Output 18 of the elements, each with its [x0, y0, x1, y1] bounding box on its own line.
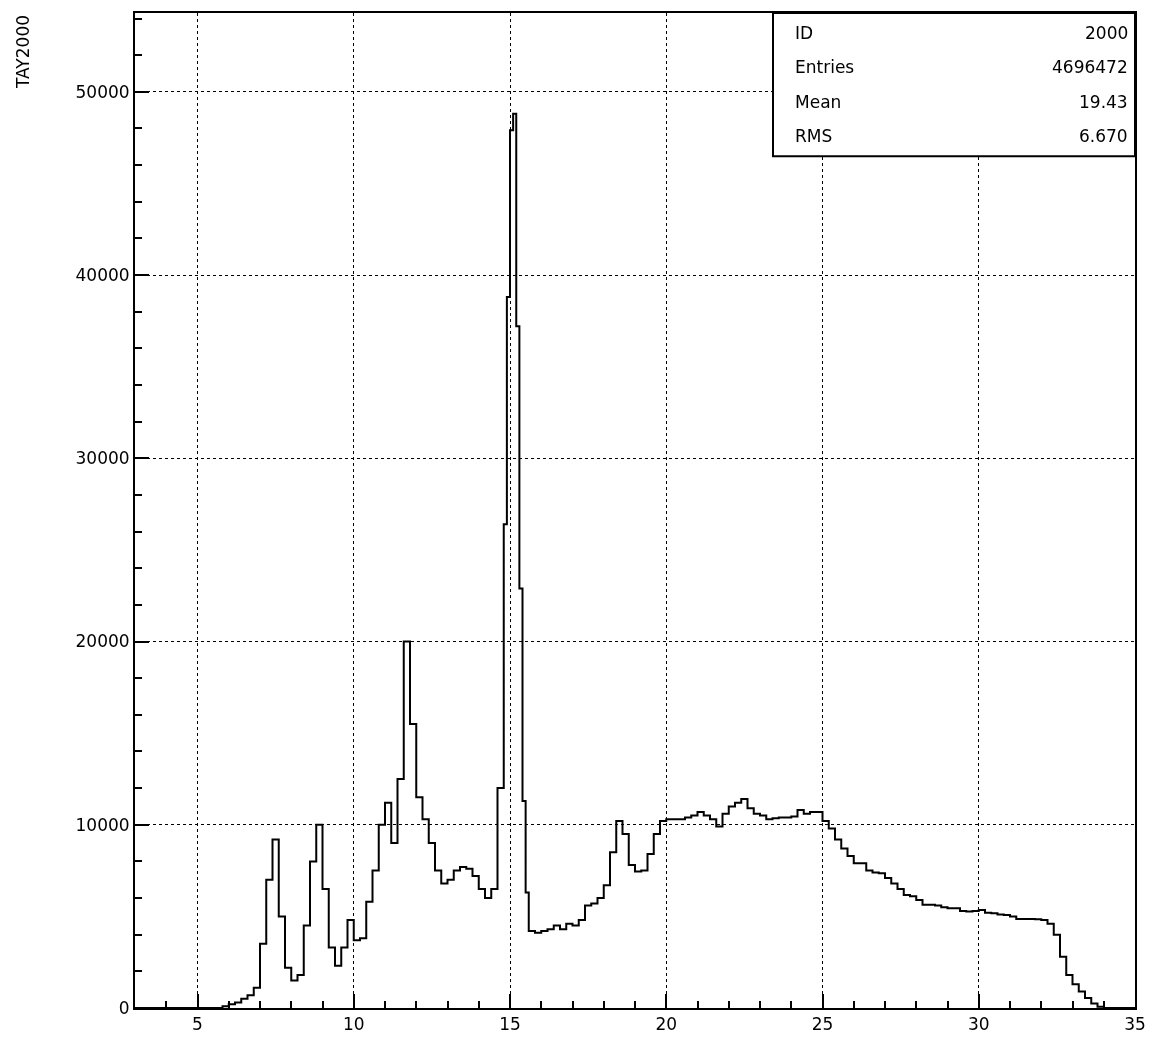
x-tick-label: 25 [811, 1014, 834, 1035]
x-tick-label: 30 [967, 1014, 990, 1035]
y-tick-label: 0 [118, 997, 130, 1018]
x-tick-label: 35 [1124, 1014, 1146, 1035]
text: Entries 4696472 [795, 57, 1128, 77]
x-tick-label: 5 [192, 1014, 203, 1035]
text: ID 2000 [795, 23, 1129, 43]
y-tick-label: 30000 [75, 448, 130, 469]
text: Mean 19.43 [795, 92, 1128, 112]
x-tick-label: 20 [655, 1014, 678, 1035]
x-tick-label: 10 [342, 1014, 365, 1035]
y-axis-title: TAY2000 [13, 14, 33, 89]
x-tick-label: 15 [499, 1014, 521, 1035]
y-tick-label: 20000 [75, 631, 130, 652]
y-tick-label: 40000 [75, 264, 130, 285]
y-tick-label: 50000 [75, 81, 130, 102]
text: RMS 6.670 [795, 126, 1128, 146]
y-tick-label: 10000 [75, 814, 130, 835]
